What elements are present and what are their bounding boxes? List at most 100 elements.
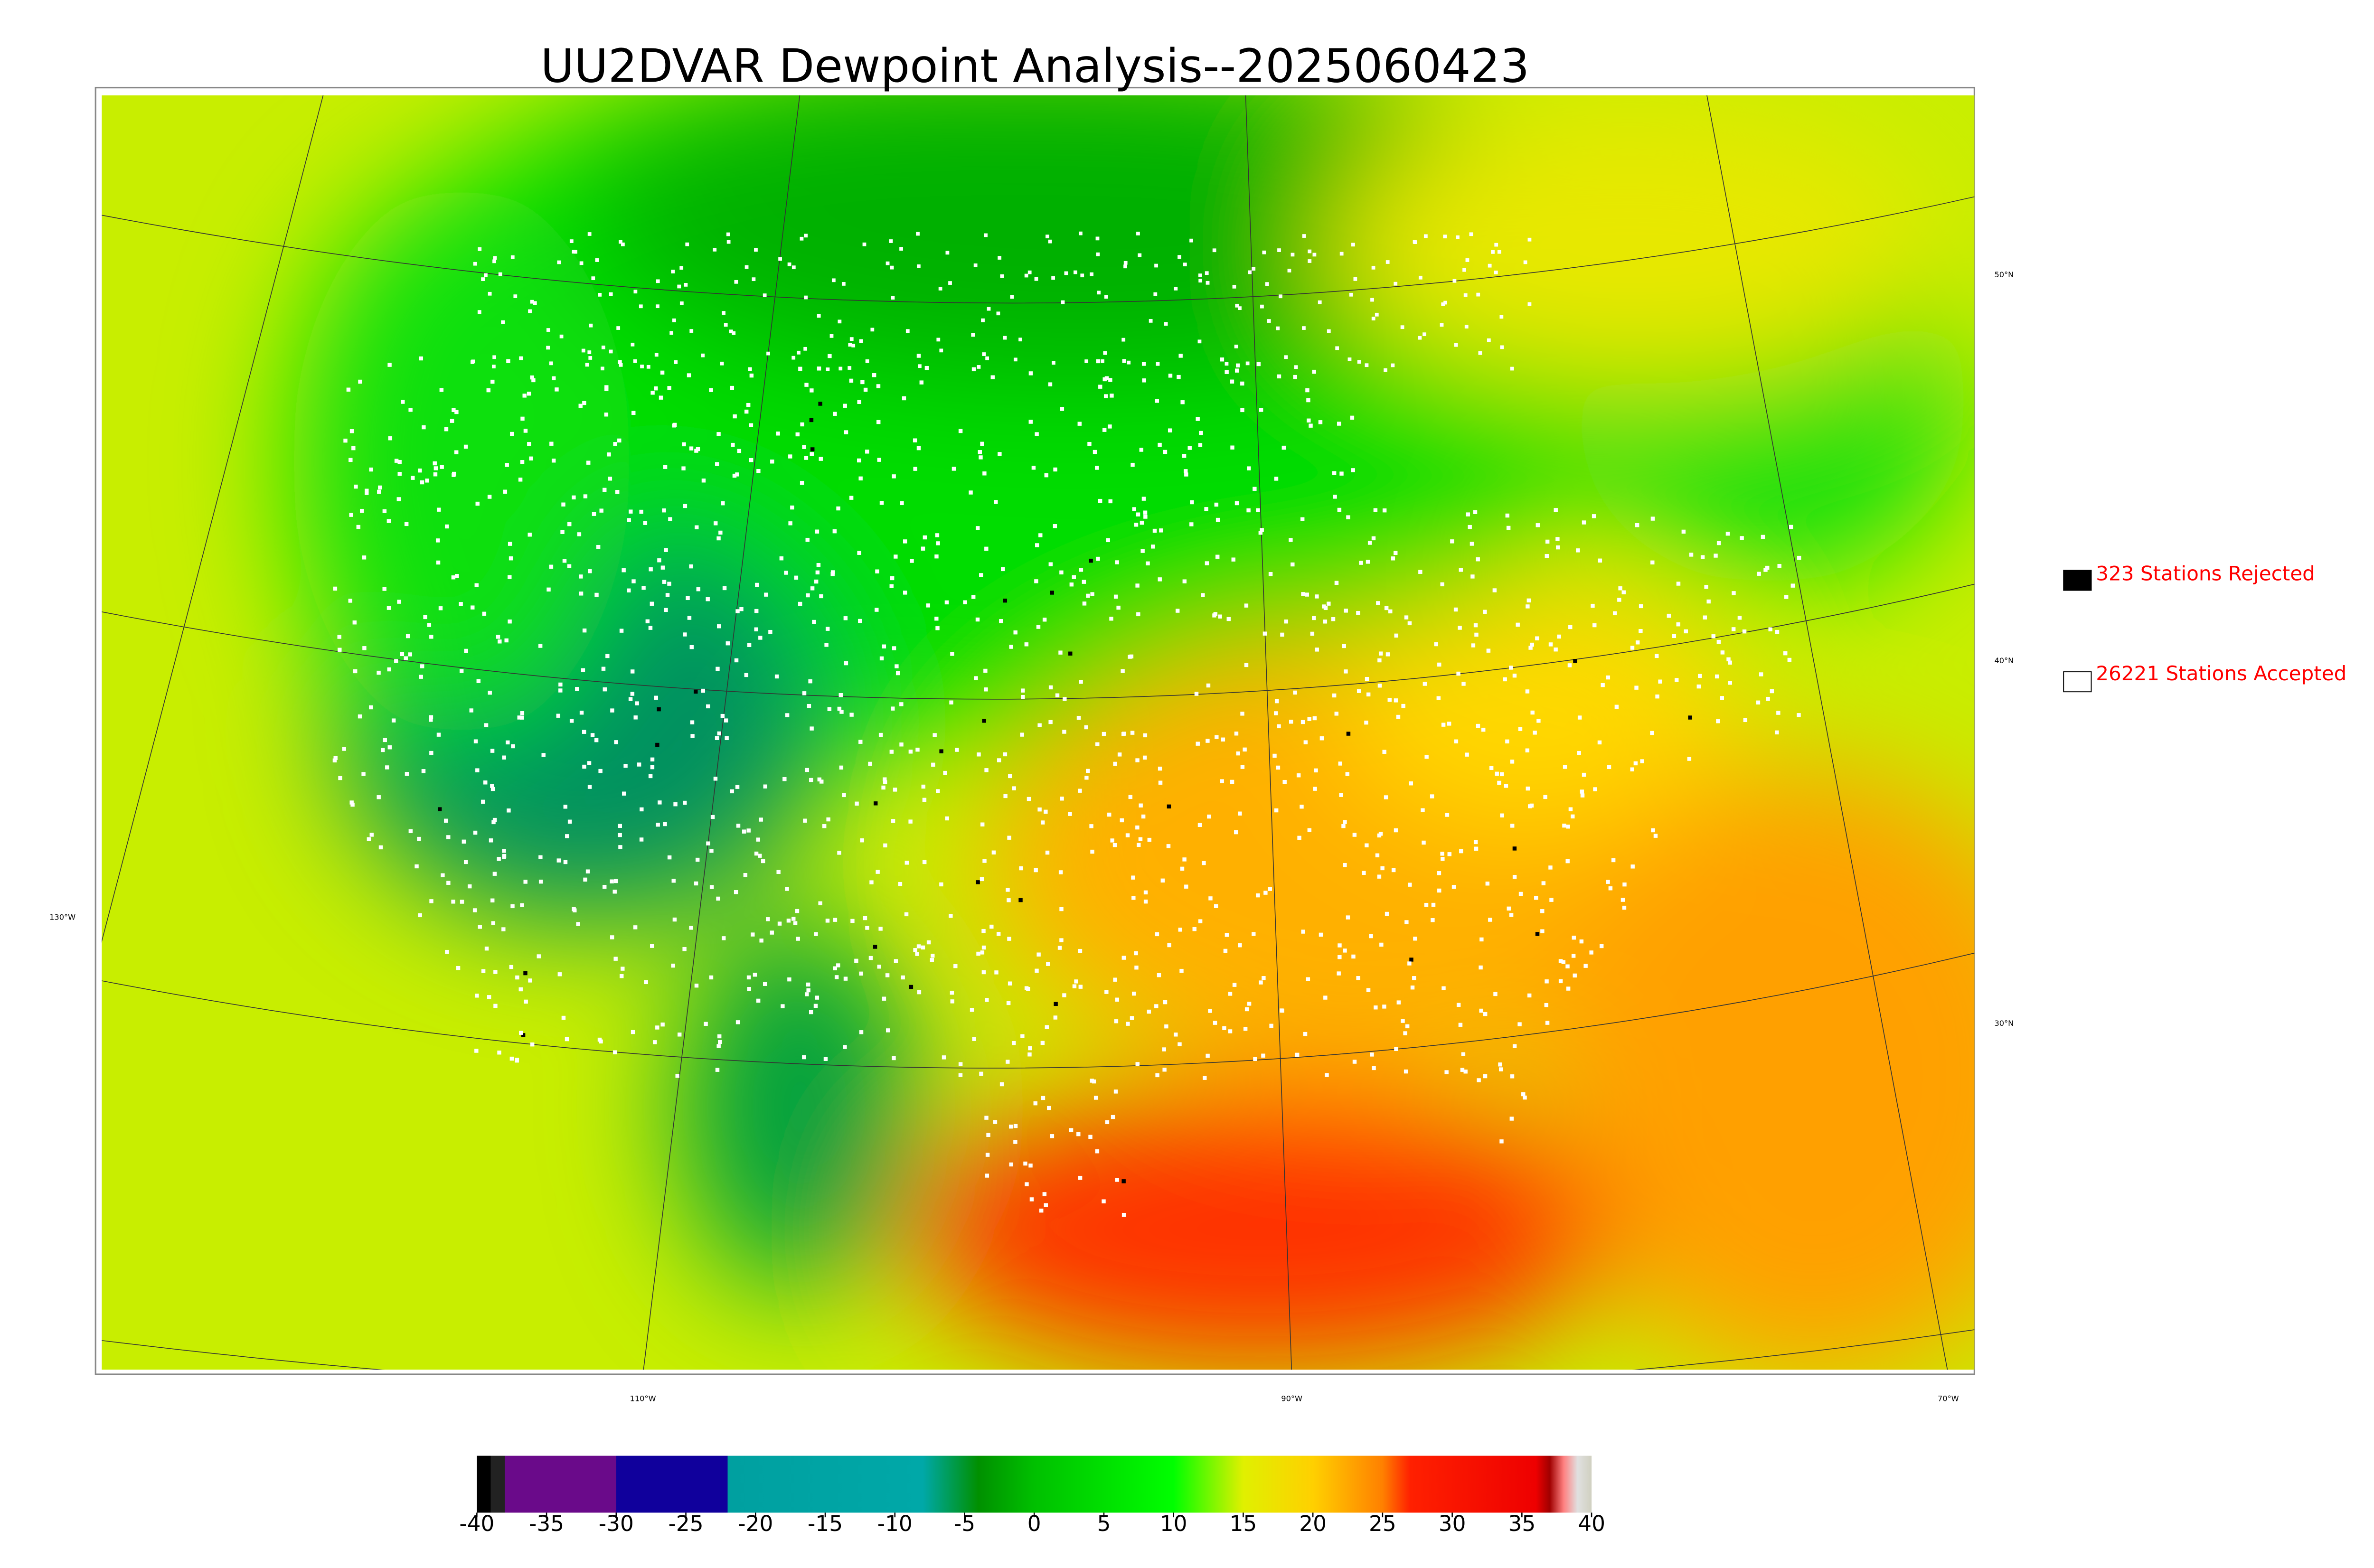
- station-dot: [1630, 646, 1635, 650]
- station-dot: [464, 648, 469, 653]
- station-dot: [802, 691, 807, 695]
- station-dot: [1057, 946, 1062, 950]
- station-dot: [859, 339, 863, 343]
- station-dot: [1476, 723, 1480, 728]
- station-dot: [508, 575, 512, 579]
- station-dot: [842, 793, 846, 798]
- station-dot: [1380, 866, 1385, 871]
- station-dot: [671, 963, 675, 968]
- station-dot: [754, 627, 758, 631]
- station-dot: [810, 726, 814, 731]
- station-dot: [898, 882, 903, 886]
- station-dot: [1178, 1042, 1182, 1046]
- station-dot: [1622, 882, 1627, 887]
- station-dot: [613, 957, 618, 961]
- station-dot: [717, 1034, 722, 1039]
- station-dot: [1483, 1074, 1488, 1079]
- station-dot: [369, 467, 373, 472]
- station-dot: [857, 400, 861, 404]
- station-dot: [1544, 1003, 1549, 1007]
- station-dot: [984, 768, 989, 772]
- station-dot: [805, 768, 809, 772]
- station-dot: [475, 768, 480, 772]
- station-dot: [814, 579, 819, 584]
- station-dot: [1434, 642, 1438, 647]
- station-dot: [1563, 765, 1567, 769]
- station-dot: [1212, 248, 1216, 253]
- station-dot: [824, 643, 829, 647]
- station-dot: [1789, 525, 1793, 529]
- station-dot: [953, 964, 958, 968]
- station-dot: [905, 329, 910, 333]
- station-dot: [1483, 1012, 1488, 1016]
- station-dot: [501, 320, 505, 324]
- station-dot: [656, 279, 660, 283]
- station-dot: [362, 646, 367, 650]
- station-dot: [346, 387, 351, 392]
- station-dot: [1178, 354, 1183, 358]
- station-dot: [1140, 549, 1145, 553]
- station-dot: [1006, 1060, 1010, 1064]
- station-dot: [706, 704, 710, 709]
- station-dot: [756, 837, 761, 842]
- station-dot: [1450, 539, 1454, 544]
- station-dot: [1437, 888, 1441, 893]
- station-dot: [1408, 883, 1412, 887]
- station-dot: [441, 873, 445, 877]
- station-dot: [1197, 339, 1202, 344]
- station-dot: [1130, 462, 1135, 467]
- station-dot: [505, 463, 509, 467]
- station-dot: [1396, 1000, 1401, 1005]
- station-dot: [587, 350, 592, 354]
- station-dot: [1463, 293, 1468, 297]
- station-dot: [735, 472, 739, 477]
- station-dot: [628, 697, 633, 701]
- station-dot: [438, 606, 443, 610]
- station-dot: [474, 1049, 479, 1053]
- station-dot: [850, 919, 855, 923]
- station-dot: [614, 879, 618, 883]
- station-dot: [1768, 627, 1772, 631]
- station-dot: [754, 609, 759, 613]
- station-dot: [1635, 523, 1639, 527]
- station-dot: [444, 818, 448, 823]
- station-dot: [1545, 1021, 1550, 1025]
- station-dot: [1405, 1024, 1410, 1029]
- station-dot: [1787, 657, 1792, 662]
- station-dot: [429, 635, 433, 639]
- station-dot: [999, 619, 1003, 623]
- station-dot: [980, 950, 985, 955]
- station-dot: [1580, 793, 1585, 798]
- station-dot: [650, 765, 655, 770]
- station-dot: [980, 822, 985, 826]
- station-dot: [860, 380, 865, 385]
- station-dot: [986, 1133, 990, 1137]
- station-dot: [985, 1174, 989, 1178]
- station-dot: [976, 951, 980, 956]
- station-dot: [1287, 269, 1291, 272]
- station-dot: [1064, 271, 1068, 275]
- station-dot: [730, 385, 735, 390]
- station-dot: [538, 855, 543, 859]
- station-dot: [672, 917, 677, 922]
- station-dot: [1262, 976, 1266, 980]
- station-dot: [451, 900, 455, 904]
- station-dot: [445, 949, 449, 954]
- station-dot: [1038, 533, 1043, 537]
- station-dot: [1726, 657, 1731, 662]
- station-dot: [633, 290, 638, 294]
- station-dot: [1530, 642, 1534, 647]
- station-dot: [879, 656, 884, 661]
- station-dot: [598, 293, 602, 297]
- station-dot: [734, 280, 738, 284]
- station-dot: [1391, 363, 1395, 367]
- station-dot: [502, 755, 506, 760]
- station-dot: [717, 731, 721, 736]
- colorbar-tick-label: -10: [877, 1511, 913, 1536]
- station-dot: [522, 394, 527, 398]
- station-dot: [976, 880, 980, 884]
- station-dot: [690, 720, 695, 724]
- station-dot: [1606, 880, 1610, 884]
- station-dot: [726, 232, 730, 236]
- station-dot: [1059, 938, 1064, 942]
